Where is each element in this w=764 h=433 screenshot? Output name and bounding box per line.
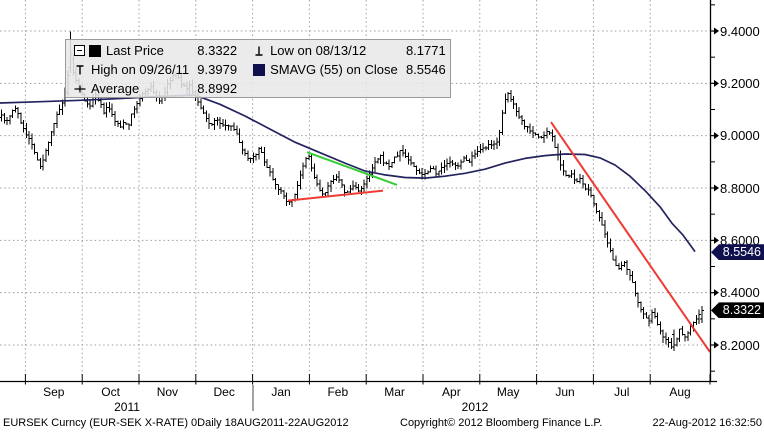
x-axis-label-dec: Dec <box>213 385 235 399</box>
last-price-square-icon <box>89 44 101 57</box>
legend-value: 8.5546 <box>405 62 446 77</box>
y-axis-label-8.2000: 8.2000 <box>720 337 760 353</box>
legend-column-left: Last Price 8.3322 High on 09/26/11 9.397… <box>66 40 237 97</box>
x-axis-label-nov: Nov <box>156 385 179 399</box>
y-axis-label-9.0000: 9.0000 <box>720 128 760 144</box>
x-axis-label-oct: Oct <box>101 385 120 399</box>
legend-label: Low on 08/13/12 <box>270 43 367 58</box>
legend-label: Average <box>91 81 140 96</box>
legend-item-last-price: Last Price 8.3322 <box>74 41 237 60</box>
legend-box[interactable]: Last Price 8.3322 High on 09/26/11 9.397… <box>65 39 451 98</box>
x-axis-label-mar: Mar <box>384 385 405 399</box>
x-axis-label-aug: Aug <box>669 385 691 399</box>
legend-column-right: Low on 08/13/12 8.1771 SMAVG (55) on Clo… <box>237 40 452 97</box>
y-axis-label-9.4000: 9.4000 <box>720 23 760 39</box>
smavg-price-badge: 8.5546 <box>711 244 764 261</box>
x-axis-label-apr: Apr <box>442 385 461 399</box>
x-axis-label-jun: Jun <box>555 385 575 399</box>
legend-label: Last Price <box>106 43 164 58</box>
low-marker-icon <box>253 45 265 57</box>
legend-value: 9.3979 <box>197 62 238 77</box>
high-marker-icon <box>74 64 86 76</box>
x-axis-label-jan: Jan <box>271 385 291 399</box>
footer-datetime: 22-Aug-2012 16:32:50 <box>652 417 762 429</box>
year-label-2012: 2012 <box>461 400 489 414</box>
y-axis-label-8.8000: 8.8000 <box>720 180 760 196</box>
x-axis-label-feb: Feb <box>327 385 349 399</box>
legend-item-high: High on 09/26/11 9.3979 <box>74 60 237 79</box>
legend-item-average: Average 8.8992 <box>74 79 237 98</box>
last-price-badge: 8.3322 <box>711 302 764 319</box>
legend-value: 8.3322 <box>197 43 238 58</box>
legend-label: SMAVG (55) on Close <box>270 62 398 77</box>
legend-item-low: Low on 08/13/12 8.1771 <box>253 41 446 60</box>
x-axis-label-may: May <box>496 385 520 399</box>
footer-ticker-info: EURSEK Curncy (EUR-SEK X-RATE) 0Daily 18… <box>3 417 349 429</box>
legend-label: High on 09/26/11 <box>91 62 190 77</box>
legend-item-smavg: SMAVG (55) on Close 8.5546 <box>253 60 446 79</box>
average-marker-icon <box>74 83 86 95</box>
y-axis-label-8.6000: 8.6000 <box>720 232 760 248</box>
legend-collapse-icon[interactable] <box>74 45 85 56</box>
legend-value: 8.8992 <box>197 81 238 96</box>
year-label-2011: 2011 <box>114 400 140 414</box>
smavg-square-icon <box>253 63 266 76</box>
legend-value: 8.1771 <box>405 43 446 58</box>
footer-copyright: Copyright© 2012 Bloomberg Finance L.P. <box>400 417 603 429</box>
y-axis-label-8.4000: 8.4000 <box>720 285 760 301</box>
x-axis-label-sep: Sep <box>43 385 65 399</box>
x-axis-label-jul: Jul <box>614 385 630 399</box>
y-axis-label-9.2000: 9.2000 <box>720 75 760 91</box>
